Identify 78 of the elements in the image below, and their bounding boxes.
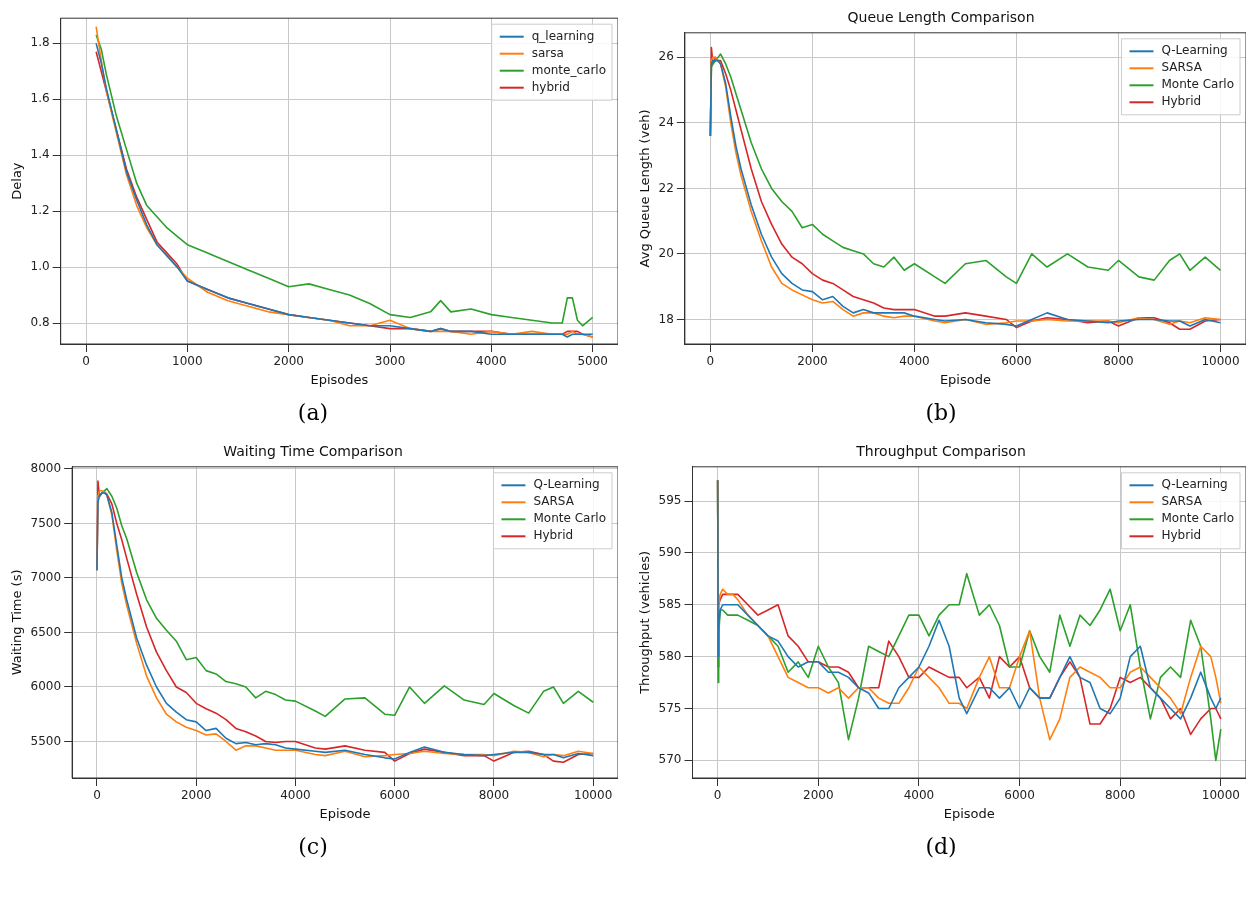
x-tick-label: 4000 <box>280 788 311 803</box>
x-tick-label: 8000 <box>1104 788 1136 803</box>
x-tick-label: 6000 <box>379 788 410 803</box>
y-tick-label: 26 <box>658 49 674 64</box>
x-tick-label: 4000 <box>903 788 935 803</box>
x-tick-label: 8000 <box>478 788 510 803</box>
y-tick-label: 590 <box>658 545 682 560</box>
legend-label: SARSA <box>1161 60 1203 75</box>
legend-label: Q-Learning <box>1161 477 1228 492</box>
y-tick-label: 1.0 <box>30 259 50 274</box>
legend-label: Q-Learning <box>1161 43 1228 58</box>
y-tick-label: 7500 <box>30 515 62 530</box>
x-tick-label: 10000 <box>574 788 613 803</box>
legend-label: Monte Carlo <box>533 511 606 526</box>
x-tick-label: 5000 <box>577 354 608 369</box>
y-axis-title: Throughput (vehicles) <box>637 550 653 695</box>
legend-label: Hybrid <box>1161 94 1202 109</box>
text: (b) <box>925 400 957 427</box>
y-tick-label: 6500 <box>30 624 62 639</box>
x-tick-label: 3000 <box>374 354 406 369</box>
text: (d) <box>925 834 957 861</box>
y-axis-title: Avg Queue Length (veh) <box>637 109 653 268</box>
chart-title: Queue Length Comparison <box>847 9 1035 26</box>
y-tick-label: 570 <box>658 752 682 767</box>
y-tick-label: 1.4 <box>30 147 50 162</box>
legend-label: Q-Learning <box>533 477 600 492</box>
legend-label: Hybrid <box>533 528 574 543</box>
x-axis-title: Episode <box>943 805 995 821</box>
legend-label: Hybrid <box>1161 528 1202 543</box>
y-tick-label: 8000 <box>30 461 62 476</box>
legend-label: Monte Carlo <box>1161 511 1234 526</box>
x-tick-label: 0 <box>706 354 715 369</box>
y-tick-label: 5500 <box>30 733 62 748</box>
x-tick-label: 6000 <box>1001 354 1032 369</box>
legend-label: sarsa <box>531 45 564 60</box>
legend-label: q_learning <box>531 28 595 43</box>
y-tick-label: 20 <box>658 246 674 261</box>
x-axis-title: Episodes <box>310 371 369 387</box>
x-tick-label: 4000 <box>899 354 930 369</box>
y-tick-label: 1.6 <box>30 91 50 106</box>
x-tick-label: 0 <box>713 788 722 803</box>
y-tick-label: 1.8 <box>30 35 50 50</box>
x-axis-title: Episode <box>939 371 991 387</box>
text: (a) <box>297 400 329 427</box>
y-tick-label: 595 <box>658 493 682 508</box>
legend-label: Monte Carlo <box>1161 77 1234 92</box>
x-tick-label: 2000 <box>180 788 212 803</box>
x-tick-label: 0 <box>93 788 101 803</box>
x-axis-title: Episode <box>319 805 371 821</box>
x-tick-label: 1000 <box>172 354 203 369</box>
x-tick-label: 10000 <box>1201 354 1240 369</box>
x-tick-label: 8000 <box>1103 354 1134 369</box>
y-tick-label: 18 <box>658 311 674 326</box>
legend-label: monte_carlo <box>531 62 607 77</box>
y-tick-label: 575 <box>658 700 682 715</box>
chart-title: Waiting Time Comparison <box>223 443 403 460</box>
y-tick-label: 7000 <box>30 570 62 585</box>
chart-title: Throughput Comparison <box>855 443 1026 460</box>
y-tick-label: 1.2 <box>30 203 50 218</box>
x-tick-label: 6000 <box>1004 788 1035 803</box>
x-tick-label: 4000 <box>476 354 507 369</box>
y-tick-label: 0.8 <box>30 315 50 330</box>
y-axis-title: Delay <box>9 162 25 200</box>
legend-label: SARSA <box>1161 494 1203 509</box>
y-tick-label: 22 <box>658 180 674 195</box>
y-axis-title: Waiting Time (s) <box>9 569 25 676</box>
x-tick-label: 2000 <box>803 788 834 803</box>
y-tick-label: 580 <box>658 648 682 663</box>
y-tick-label: 24 <box>658 115 674 130</box>
legend-label: SARSA <box>533 494 575 509</box>
x-tick-label: 0 <box>82 354 90 369</box>
legend-label: hybrid <box>531 79 570 94</box>
x-tick-label: 10000 <box>1201 788 1240 803</box>
x-tick-label: 2000 <box>797 354 828 369</box>
text: (c) <box>298 834 328 861</box>
y-tick-label: 6000 <box>30 679 62 694</box>
x-tick-label: 2000 <box>273 354 304 369</box>
y-tick-label: 585 <box>658 596 682 611</box>
